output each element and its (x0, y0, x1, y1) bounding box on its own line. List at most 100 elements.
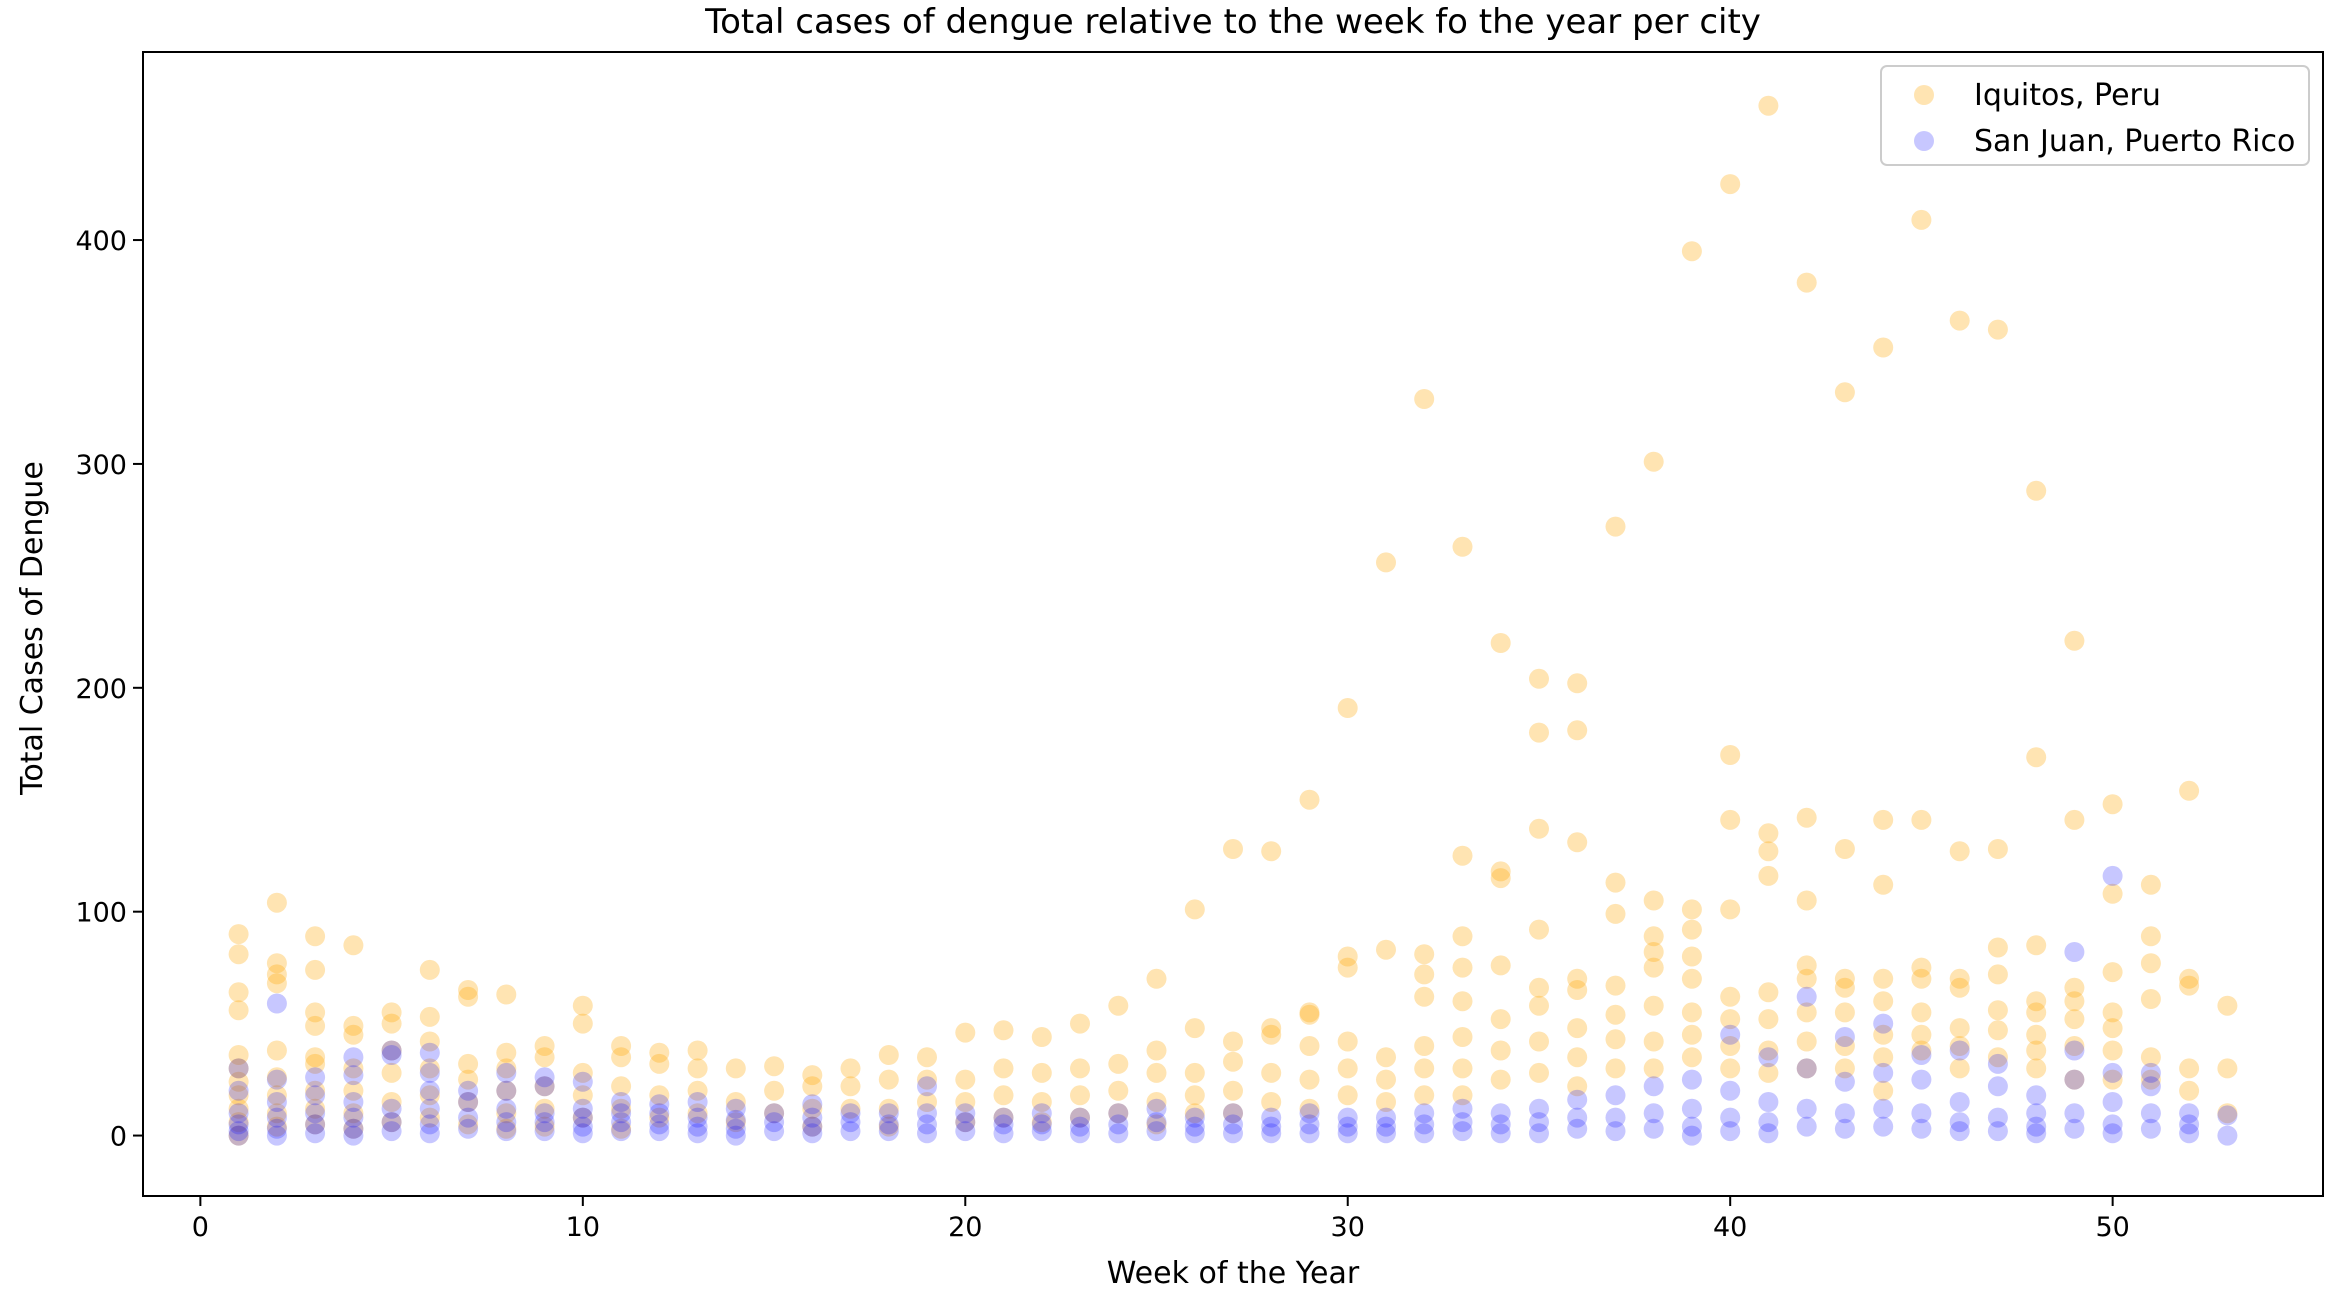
data-point (419, 1031, 440, 1052)
data-point (878, 1069, 899, 1090)
data-point (1031, 1114, 1052, 1135)
data-point (1873, 1047, 1894, 1068)
data-point (2064, 630, 2085, 651)
data-point (1376, 552, 1396, 573)
data-point (228, 1098, 249, 1119)
data-point (2026, 1085, 2047, 1106)
data-point (2102, 1114, 2123, 1135)
data-point (993, 1085, 1014, 1106)
data-point (419, 1080, 440, 1101)
data-point (993, 1107, 1014, 1128)
data-point (1184, 1116, 1205, 1137)
data-point (1108, 1114, 1129, 1135)
data-point (2102, 1018, 2123, 1039)
data-point (381, 1121, 402, 1142)
data-point (228, 1125, 249, 1146)
data-point (1681, 241, 1702, 262)
data-point (802, 1116, 823, 1137)
data-point (611, 1092, 632, 1112)
data-point (1146, 1092, 1167, 1112)
data-point (1567, 832, 1588, 853)
data-point (1949, 968, 1970, 989)
data-point (1605, 903, 1626, 924)
data-point (764, 1080, 785, 1101)
data-point (343, 935, 364, 956)
data-point (2140, 1062, 2161, 1083)
legend: Iquitos, Peru San Juan, Puerto Rico (1880, 65, 2310, 166)
data-point (1796, 272, 1817, 293)
data-point (1184, 899, 1205, 920)
data-point (1337, 946, 1358, 967)
data-point (725, 1109, 746, 1130)
data-point (955, 1103, 976, 1124)
data-point (1834, 1071, 1855, 1092)
data-point (343, 1047, 364, 1068)
data-point (611, 1076, 632, 1097)
data-point (305, 1103, 326, 1124)
data-point (1184, 1107, 1205, 1128)
data-point (1796, 890, 1817, 911)
data-point (1643, 1118, 1664, 1139)
data-point (1261, 1018, 1282, 1039)
data-point (1758, 865, 1779, 886)
data-point (1184, 1103, 1205, 1124)
data-point (2064, 809, 2085, 830)
data-point (1796, 955, 1817, 976)
data-point (1911, 1069, 1932, 1090)
data-point (228, 1058, 249, 1079)
data-point (649, 1085, 670, 1106)
data-point (2140, 1069, 2161, 1090)
data-point (458, 1118, 479, 1139)
data-point (496, 1080, 517, 1101)
data-point (2140, 989, 2161, 1009)
data-point (343, 1065, 364, 1086)
data-point (1031, 1062, 1052, 1083)
data-point (458, 986, 479, 1007)
y-tick-label: 100 (75, 898, 127, 929)
data-point (878, 1098, 899, 1119)
data-point (496, 1121, 517, 1142)
data-point (1567, 720, 1588, 741)
data-point (228, 1121, 249, 1142)
data-point (1987, 1020, 2008, 1041)
data-point (458, 1092, 479, 1112)
data-point (496, 1058, 517, 1079)
data-point (1834, 1118, 1855, 1139)
data-point (2026, 1116, 2047, 1137)
data-point (228, 1085, 249, 1106)
data-point (1796, 1116, 1817, 1137)
data-point (2140, 953, 2161, 974)
data-point (228, 1103, 249, 1124)
data-point (1873, 991, 1894, 1012)
data-point (955, 1112, 976, 1133)
data-point (534, 1047, 555, 1068)
data-point (1987, 964, 2008, 985)
data-point (2026, 747, 2047, 768)
data-point (1796, 968, 1817, 989)
data-point (419, 1114, 440, 1135)
data-point (878, 1116, 899, 1137)
data-point (1911, 209, 1932, 230)
data-point (2064, 1036, 2085, 1056)
data-point (917, 1069, 937, 1090)
data-point (419, 1123, 440, 1144)
data-point (878, 1103, 899, 1124)
data-point (1567, 1107, 1588, 1128)
legend-marker-iquitos (1914, 85, 1934, 105)
data-point (1452, 991, 1473, 1012)
data-point (381, 1112, 402, 1133)
data-point (802, 1076, 823, 1097)
data-point (458, 980, 479, 1000)
data-point (1490, 633, 1511, 653)
data-point (1605, 516, 1626, 537)
data-point (2102, 1002, 2123, 1023)
data-point (2102, 1040, 2123, 1061)
data-point (1414, 1103, 1435, 1124)
data-point (1911, 1118, 1932, 1139)
data-point (1299, 1103, 1320, 1124)
data-point (2064, 977, 2085, 998)
data-point (534, 1116, 555, 1137)
data-point (955, 1069, 976, 1090)
data-point (649, 1053, 670, 1074)
data-point (2140, 1076, 2161, 1097)
